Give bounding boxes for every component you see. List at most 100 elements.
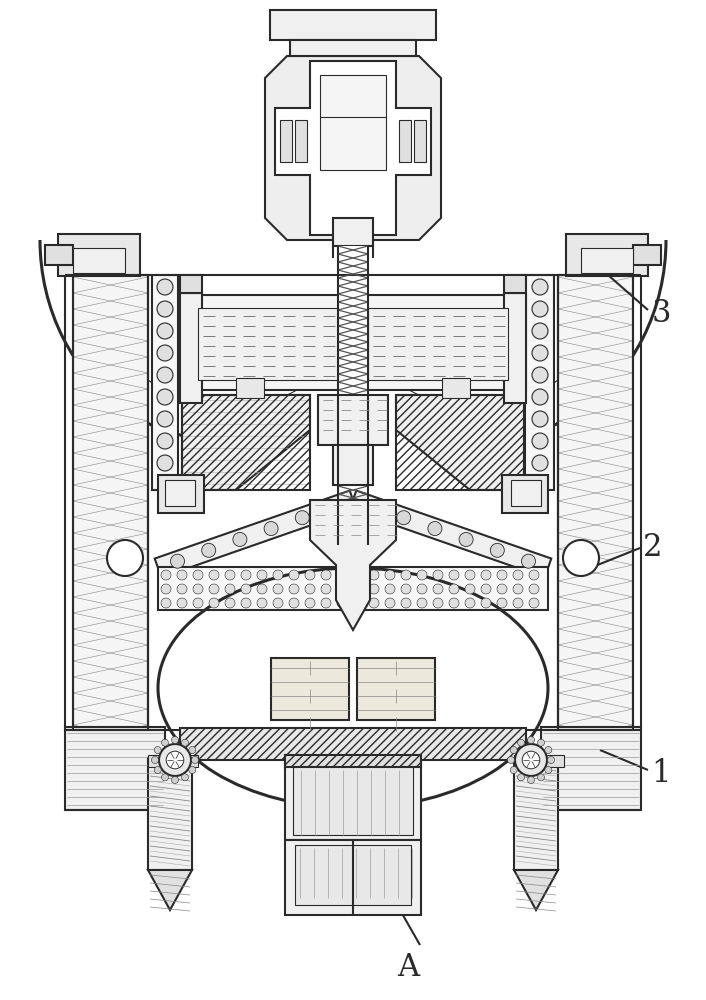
Circle shape bbox=[532, 433, 548, 449]
Circle shape bbox=[532, 455, 548, 471]
Circle shape bbox=[532, 301, 548, 317]
Circle shape bbox=[157, 389, 173, 405]
Circle shape bbox=[191, 756, 198, 764]
Circle shape bbox=[172, 736, 179, 744]
Bar bbox=[152, 275, 178, 490]
Circle shape bbox=[166, 751, 184, 769]
Circle shape bbox=[337, 584, 347, 594]
Circle shape bbox=[433, 598, 443, 608]
Circle shape bbox=[337, 570, 347, 580]
Circle shape bbox=[465, 598, 475, 608]
Bar bbox=[633, 245, 661, 265]
Circle shape bbox=[481, 598, 491, 608]
Circle shape bbox=[107, 540, 143, 576]
Circle shape bbox=[177, 598, 187, 608]
Bar bbox=[58, 234, 140, 276]
Circle shape bbox=[369, 570, 379, 580]
Bar bbox=[73, 248, 125, 273]
Circle shape bbox=[508, 756, 515, 764]
Bar bbox=[333, 218, 373, 246]
Circle shape bbox=[532, 323, 548, 339]
Circle shape bbox=[257, 570, 267, 580]
Bar bbox=[504, 275, 526, 293]
Circle shape bbox=[295, 511, 309, 525]
Bar bbox=[148, 758, 192, 870]
Polygon shape bbox=[148, 870, 192, 910]
Polygon shape bbox=[182, 395, 310, 490]
Circle shape bbox=[497, 598, 507, 608]
Circle shape bbox=[385, 598, 395, 608]
Circle shape bbox=[369, 598, 379, 608]
Circle shape bbox=[465, 570, 475, 580]
Circle shape bbox=[171, 554, 184, 568]
Circle shape bbox=[537, 739, 544, 746]
Bar bbox=[45, 245, 73, 265]
Circle shape bbox=[157, 323, 173, 339]
Bar bbox=[514, 758, 558, 870]
Circle shape bbox=[353, 570, 363, 580]
Circle shape bbox=[433, 570, 443, 580]
Bar bbox=[399, 120, 411, 162]
Text: 3: 3 bbox=[652, 298, 671, 328]
Circle shape bbox=[481, 570, 491, 580]
Polygon shape bbox=[310, 500, 396, 630]
Circle shape bbox=[257, 584, 267, 594]
Circle shape bbox=[497, 570, 507, 580]
Circle shape bbox=[366, 500, 380, 514]
Circle shape bbox=[233, 532, 247, 546]
Bar bbox=[511, 480, 541, 506]
Circle shape bbox=[481, 584, 491, 594]
Circle shape bbox=[417, 598, 427, 608]
Circle shape bbox=[181, 739, 189, 746]
Circle shape bbox=[449, 570, 459, 580]
Circle shape bbox=[510, 746, 517, 754]
Circle shape bbox=[289, 584, 299, 594]
Circle shape bbox=[157, 455, 173, 471]
Circle shape bbox=[225, 598, 235, 608]
Circle shape bbox=[326, 500, 340, 514]
Circle shape bbox=[513, 570, 523, 580]
Polygon shape bbox=[275, 61, 431, 235]
Circle shape bbox=[321, 598, 331, 608]
Circle shape bbox=[159, 744, 191, 776]
Polygon shape bbox=[514, 870, 558, 910]
Bar bbox=[320, 75, 386, 170]
Circle shape bbox=[513, 598, 523, 608]
Bar bbox=[290, 40, 416, 56]
Circle shape bbox=[532, 411, 548, 427]
Circle shape bbox=[162, 739, 169, 746]
Bar bbox=[285, 840, 421, 915]
Circle shape bbox=[433, 584, 443, 594]
Circle shape bbox=[527, 776, 534, 784]
Polygon shape bbox=[396, 395, 524, 490]
Circle shape bbox=[517, 739, 525, 746]
Circle shape bbox=[264, 522, 278, 536]
Circle shape bbox=[152, 756, 159, 764]
Circle shape bbox=[529, 570, 539, 580]
Circle shape bbox=[369, 584, 379, 594]
Bar bbox=[566, 234, 648, 276]
Circle shape bbox=[289, 570, 299, 580]
Bar bbox=[158, 567, 548, 610]
Circle shape bbox=[465, 584, 475, 594]
Circle shape bbox=[563, 540, 599, 576]
Circle shape bbox=[417, 570, 427, 580]
Circle shape bbox=[510, 766, 517, 774]
Circle shape bbox=[157, 411, 173, 427]
Circle shape bbox=[257, 598, 267, 608]
Bar bbox=[73, 275, 148, 730]
Bar bbox=[502, 475, 548, 513]
Bar bbox=[285, 762, 421, 840]
Bar bbox=[180, 728, 526, 760]
Circle shape bbox=[353, 598, 363, 608]
Circle shape bbox=[157, 345, 173, 361]
Circle shape bbox=[273, 598, 283, 608]
Bar bbox=[236, 378, 264, 398]
Circle shape bbox=[385, 570, 395, 580]
Circle shape bbox=[428, 522, 442, 536]
Circle shape bbox=[273, 570, 283, 580]
Polygon shape bbox=[265, 56, 441, 240]
Bar bbox=[558, 275, 633, 730]
Bar bbox=[270, 10, 436, 40]
Polygon shape bbox=[155, 491, 357, 577]
